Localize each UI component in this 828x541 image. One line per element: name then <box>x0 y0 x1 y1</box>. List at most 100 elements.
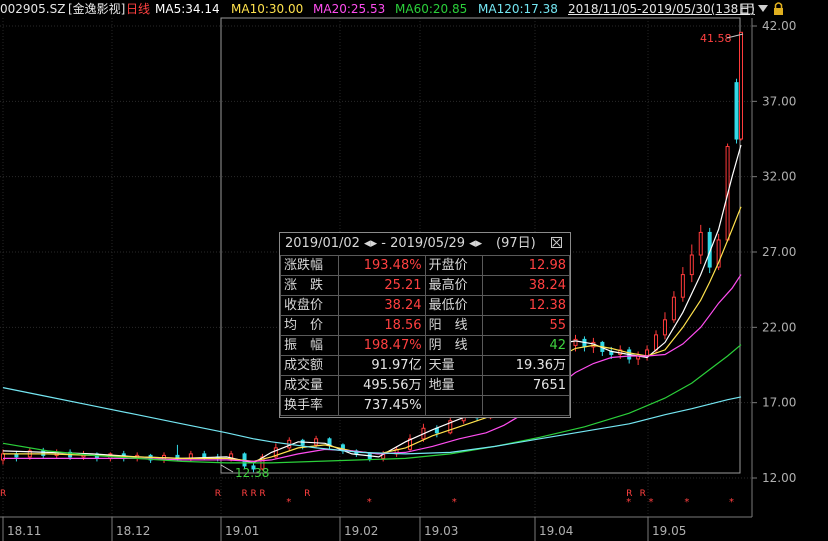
star-marker: * <box>367 497 372 508</box>
date-range-label[interactable]: 2018/11/05-2019/05/30(138日) <box>568 2 755 16</box>
ma-line-ma120 <box>2 387 742 455</box>
price-axis: 42.00 37.00 32.00 27.00 22.00 17.00 12.00 <box>752 19 796 485</box>
price-tick-label: 27.00 <box>762 245 796 259</box>
candle <box>662 312 667 340</box>
stat-label: 天量 <box>424 355 484 376</box>
period-label[interactable]: 日线 <box>126 2 151 16</box>
candle <box>1 449 5 465</box>
star-marker: * <box>649 497 654 508</box>
stats-date-range[interactable]: 2019/01/02 ◂▸ - 2019/05/29 ◂▸ <box>285 236 483 251</box>
ma-line-ma60 <box>2 344 742 464</box>
lock-icon[interactable] <box>774 8 783 15</box>
stats-row: 均 价 18.56 阳 线 55 <box>280 315 570 336</box>
stat-value <box>482 395 570 416</box>
stat-label: 最高价 <box>424 275 484 296</box>
close-icon[interactable] <box>551 237 562 248</box>
candle <box>582 336 587 352</box>
stat-value: 193.48% <box>337 255 426 276</box>
date-tick-label: 19.03 <box>424 524 458 538</box>
stat-value: 12.98 <box>482 255 570 276</box>
stats-row: 收盘价 38.24 最低价 12.38 <box>280 295 570 316</box>
stat-value: 25.21 <box>337 275 426 296</box>
stat-label: 换手率 <box>280 395 339 416</box>
price-tick-label: 37.00 <box>762 94 796 108</box>
date-tick-label: 19.01 <box>225 524 259 538</box>
candle <box>251 462 256 473</box>
selection-box[interactable] <box>220 17 741 474</box>
candle <box>636 351 641 365</box>
stat-label: 阴 线 <box>424 335 484 356</box>
stat-label: 涨跌幅 <box>280 255 339 276</box>
price-tick-label: 32.00 <box>762 170 796 184</box>
candle <box>354 449 359 457</box>
dropdown-arrow-icon[interactable] <box>758 5 768 12</box>
stat-value: 55 <box>482 315 570 336</box>
stats-row: 振 幅 198.47% 阴 线 42 <box>280 335 570 356</box>
chart-header: 002905.SZ [金逸影视] 日线 MA5:34.14 MA10:30.00… <box>0 0 828 18</box>
star-marker: * <box>452 497 457 508</box>
stat-label: 振 幅 <box>280 335 339 356</box>
stat-value: 495.56万 <box>337 375 426 396</box>
stat-value: 42 <box>482 335 570 356</box>
candle <box>14 450 19 462</box>
stat-label: 成交量 <box>280 375 339 396</box>
stats-row: 换手率 737.45% <box>280 395 570 416</box>
date-tick-label: 18.12 <box>116 524 150 538</box>
price-tick-label: 22.00 <box>762 320 796 334</box>
date-tick-label: 19.02 <box>344 524 378 538</box>
candle <box>175 444 180 462</box>
candle <box>408 434 413 451</box>
stats-panel-title: 2019/01/02 ◂▸ - 2019/05/29 ◂▸ (97日) <box>280 233 570 255</box>
candle <box>680 267 685 302</box>
stat-value: 19.36万 <box>482 355 570 376</box>
stat-value: 198.47% <box>337 335 426 356</box>
ma120-label: MA120:17.38 <box>478 2 558 16</box>
stat-label: 阳 线 <box>424 315 484 336</box>
ma20-label: MA20:25.53 <box>313 2 386 16</box>
r-marker: R <box>242 489 248 499</box>
stat-label: 均 价 <box>280 315 339 336</box>
candle <box>327 437 332 450</box>
low-price-label: 12.38 <box>235 466 269 480</box>
star-marker: * <box>626 497 631 508</box>
window-controls <box>741 2 783 15</box>
interval-stats-panel[interactable]: 2019/01/02 ◂▸ - 2019/05/29 ◂▸ (97日) 涨跌幅 1… <box>279 232 571 418</box>
stat-value: 91.97亿 <box>337 355 426 376</box>
time-axis: 18.11 18.12 19.01 19.02 19.03 19.04 19.05 <box>2 517 686 541</box>
ma-line-ma20 <box>3 274 742 463</box>
ma5-label: MA5:34.14 <box>155 2 220 16</box>
price-tick-label: 17.00 <box>762 396 796 410</box>
stat-label <box>424 395 484 416</box>
stat-label: 地量 <box>424 375 484 396</box>
event-markers: R R R R R R R R* * * * * * * <box>0 489 734 508</box>
candle <box>645 345 650 361</box>
candle <box>698 224 703 265</box>
date-tick-label: 18.11 <box>7 524 41 538</box>
stats-row: 涨 跌 25.21 最高价 38.24 <box>280 275 570 296</box>
star-marker: * <box>286 497 291 508</box>
r-marker: R <box>259 489 265 499</box>
stock-code: 002905.SZ <box>0 2 66 16</box>
candle <box>689 244 694 283</box>
low-price-pointer <box>220 464 234 473</box>
r-marker: R <box>250 489 256 499</box>
stat-label: 收盘价 <box>280 295 339 316</box>
stat-label: 开盘价 <box>424 255 484 276</box>
stats-day-count: (97日) <box>496 236 536 251</box>
stat-value: 12.38 <box>482 295 570 316</box>
restore-icon[interactable] <box>741 3 754 15</box>
price-tick-label: 12.00 <box>762 471 796 485</box>
stats-row: 成交额 91.97亿 天量 19.36万 <box>280 355 570 376</box>
candle <box>716 233 721 271</box>
ma10-label: MA10:30.00 <box>231 2 304 16</box>
candle <box>671 291 676 323</box>
stock-name: [金逸影视] <box>68 2 126 16</box>
stat-value: 7651 <box>482 375 570 396</box>
stat-value: 38.24 <box>337 295 426 316</box>
stat-label: 涨 跌 <box>280 275 339 296</box>
r-marker: R <box>626 489 632 499</box>
stat-label: 最低价 <box>424 295 484 316</box>
stat-value: 737.45% <box>337 395 426 416</box>
stat-value: 38.24 <box>482 275 570 296</box>
candle <box>739 31 743 141</box>
